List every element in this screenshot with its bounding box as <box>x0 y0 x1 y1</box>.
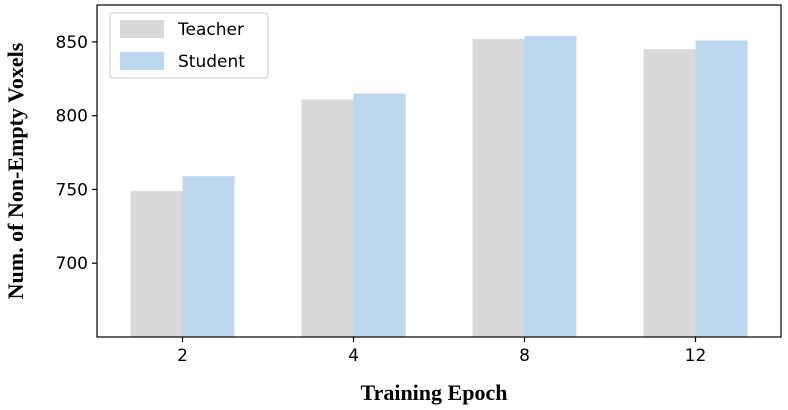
legend-swatch-teacher <box>120 20 164 38</box>
x-tick-label: 4 <box>348 346 359 366</box>
bar-teacher-12 <box>643 49 696 338</box>
bar-student-4 <box>353 93 406 338</box>
y-tick-label: 800 <box>56 107 88 127</box>
y-tick-label: 750 <box>56 180 88 200</box>
bar-student-12 <box>695 40 748 338</box>
bar-student-8 <box>524 35 577 338</box>
y-axis-title: Num. of Non-Empty Voxels <box>3 42 28 299</box>
bar-teacher-2 <box>130 190 183 337</box>
bar-teacher-4 <box>301 99 354 338</box>
y-axis-ticks: 700 750 800 850 <box>56 33 97 274</box>
legend-swatch-student <box>120 52 164 70</box>
bar-teacher-8 <box>472 38 525 338</box>
x-tick-label: 8 <box>519 346 530 366</box>
plot-frame <box>96 4 782 338</box>
x-axis-ticks: 2 4 8 12 <box>177 337 706 366</box>
x-axis-title: Training Epoch <box>361 380 508 405</box>
bar-student-2 <box>182 176 235 337</box>
legend-label-student: Student <box>178 52 245 72</box>
y-tick-label: 850 <box>56 33 88 53</box>
x-tick-label: 2 <box>177 346 188 366</box>
legend: Teacher Student <box>109 12 269 79</box>
bars-group <box>130 35 748 338</box>
legend-label-teacher: Teacher <box>177 20 244 40</box>
x-tick-label: 12 <box>685 346 707 366</box>
y-tick-label: 700 <box>56 254 88 274</box>
